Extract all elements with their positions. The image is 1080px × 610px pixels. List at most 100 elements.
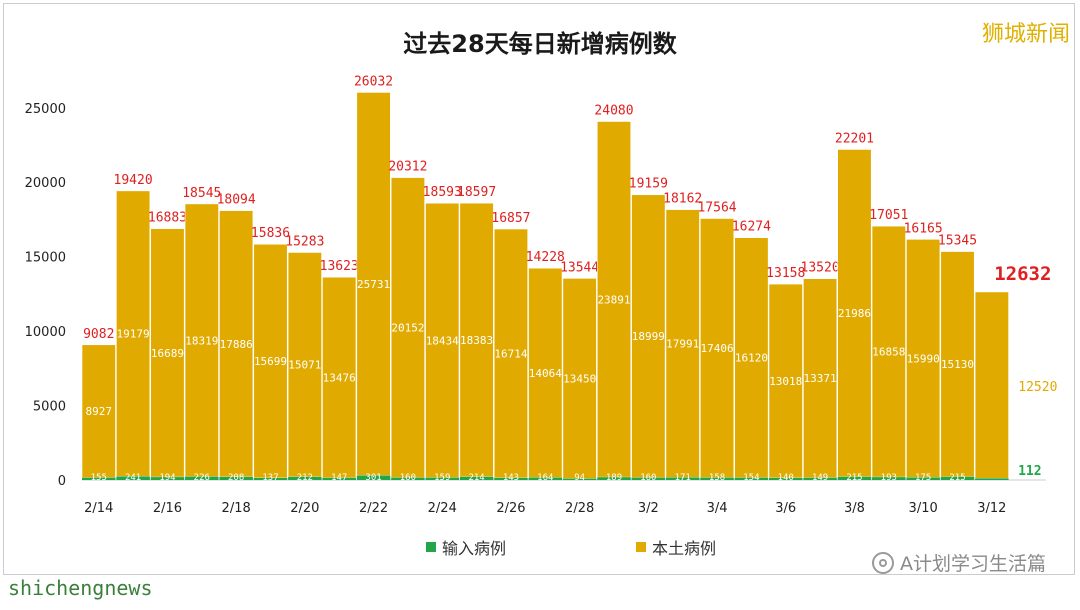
data-label-total: 17051: [869, 208, 908, 223]
bar-imported: [288, 476, 322, 480]
bar-imported: [116, 476, 150, 480]
data-label-imported: 112: [1018, 464, 1041, 479]
data-label-local: 18434: [426, 334, 459, 347]
data-label-imported: 94: [574, 473, 585, 483]
bar-imported: [356, 475, 391, 480]
data-label-total: 9082: [83, 327, 114, 342]
data-label-local: 18383: [460, 334, 493, 347]
bar-local: [528, 267, 563, 478]
legend-label-imported: 输入病例: [442, 539, 507, 558]
x-tick-label: 2/18: [222, 501, 251, 516]
bar-imported: [631, 477, 666, 480]
data-label-local: 25731: [357, 278, 390, 291]
legend-item-local: 本土病例: [636, 535, 716, 559]
y-tick-label: 5000: [33, 400, 66, 415]
bar-imported: [425, 477, 459, 480]
x-tick-label: 2/22: [359, 501, 388, 516]
data-label-local: 21986: [838, 307, 871, 320]
data-label-local: 15990: [907, 352, 940, 365]
data-label-local: 18999: [632, 330, 665, 343]
watermark: A计划学习生活篇: [872, 549, 1046, 576]
bar-imported: [700, 477, 734, 480]
data-label-imported: 154: [743, 473, 759, 483]
data-label-total: 20312: [388, 160, 427, 175]
data-label-total: 16857: [491, 211, 530, 226]
bar-imported: [528, 477, 563, 480]
legend-swatch-imported: [426, 542, 436, 552]
bar-local: [803, 278, 838, 479]
bar-local: [459, 202, 494, 478]
x-tick-label: 3/6: [775, 501, 796, 516]
data-label-local: 17406: [700, 342, 733, 355]
x-tick-label: 3/8: [844, 501, 865, 516]
data-label-total: 13623: [320, 259, 359, 274]
data-label-total: 14228: [526, 250, 565, 265]
data-label-imported: 175: [915, 473, 931, 483]
bar-local: [322, 276, 357, 479]
bar-imported: [150, 477, 185, 480]
bar-local: [665, 209, 700, 478]
data-label-imported: 160: [640, 473, 656, 483]
bar-imported: [803, 477, 837, 480]
data-label-local: 16689: [151, 347, 184, 360]
data-label-local: 23891: [597, 293, 630, 306]
data-label-total: 18094: [217, 193, 256, 208]
data-label-imported: 208: [228, 473, 244, 483]
y-tick-label: 15000: [25, 251, 66, 266]
data-label-imported: 171: [675, 473, 691, 483]
bar-imported: [459, 476, 494, 480]
data-label-total: 12632: [994, 263, 1051, 285]
data-label-total: 24080: [594, 103, 633, 118]
x-tick-label: 2/26: [496, 501, 525, 516]
bar-imported: [597, 477, 631, 480]
bar-imported: [734, 477, 769, 480]
legend-swatch-local: [636, 542, 646, 552]
bar-imported: [665, 477, 700, 480]
source-watermark: shichengnews: [8, 576, 153, 600]
data-label-total: 18597: [457, 185, 496, 200]
data-label-local: 16120: [735, 352, 768, 365]
bar-local: [631, 194, 666, 478]
data-label-total: 13520: [801, 261, 840, 276]
bar-local: [562, 278, 597, 479]
data-label-local: 18319: [185, 334, 218, 347]
bar-local: [150, 228, 185, 478]
data-label-imported: 159: [434, 473, 450, 483]
x-tick-label: 2/14: [84, 501, 113, 516]
data-label-local: 15071: [288, 359, 321, 372]
data-label-total: 18593: [423, 185, 462, 200]
bar-imported: [769, 477, 803, 480]
brand-logo-text: 狮城新闻: [981, 22, 1070, 47]
data-label-local: 16714: [494, 347, 527, 360]
x-tick-label: 3/4: [707, 501, 728, 516]
y-tick-label: 25000: [25, 102, 66, 117]
data-label-local: 13476: [323, 371, 356, 384]
data-label-local: 8927: [86, 405, 113, 418]
bar-imported: [872, 477, 906, 480]
x-tick-label: 3/12: [977, 501, 1006, 516]
data-label-total: 16165: [904, 221, 943, 236]
y-tick-label: 20000: [25, 176, 66, 191]
x-tick-label: 3/2: [638, 501, 659, 516]
bar-imported: [940, 476, 975, 480]
data-label-local: 17886: [220, 338, 253, 351]
watermark-text: A计划学习生活篇: [900, 553, 1046, 575]
data-label-total: 17564: [697, 200, 736, 215]
bar-local: [940, 251, 975, 478]
bar-local: [287, 252, 322, 478]
data-label-imported: 226: [194, 473, 210, 483]
bar-imported: [253, 477, 288, 480]
bar-local: [837, 149, 872, 478]
legend-label-local: 本土病例: [652, 539, 717, 558]
data-label-imported: 301: [365, 473, 381, 483]
data-label-total: 16883: [148, 211, 187, 226]
data-label-imported: 137: [262, 473, 278, 483]
data-label-local: 19179: [117, 328, 150, 341]
data-label-local: 16858: [872, 346, 905, 359]
data-label-total: 15283: [285, 234, 324, 249]
data-label-total: 19159: [629, 177, 668, 192]
bar-imported: [391, 477, 425, 480]
data-label-imported: 164: [537, 473, 553, 483]
bar-local: [219, 210, 254, 478]
